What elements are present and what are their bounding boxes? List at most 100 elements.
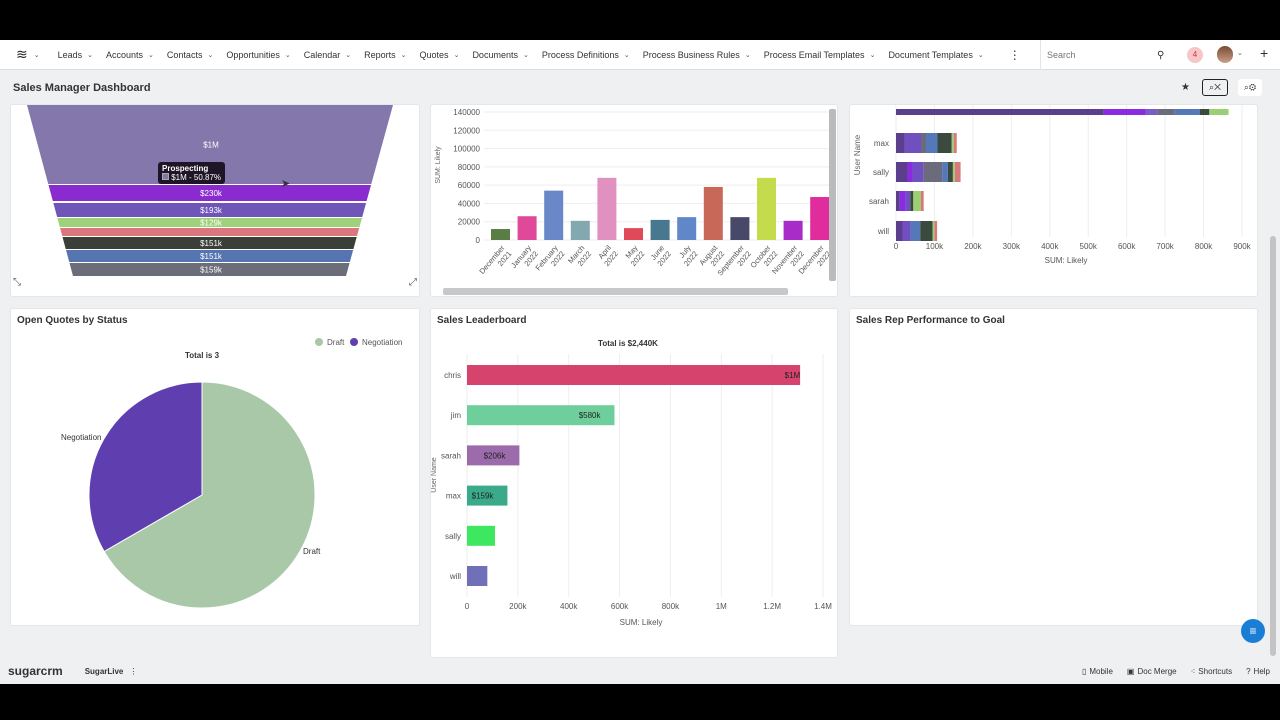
- nav-item-reports[interactable]: Reports ⌄: [364, 50, 406, 60]
- bar: [730, 217, 750, 240]
- y-tick-label: will: [877, 227, 889, 236]
- bar: [467, 445, 520, 466]
- plus-icon[interactable]: +: [1260, 45, 1269, 61]
- search-input[interactable]: [1047, 50, 1157, 60]
- sugar-logo-icon[interactable]: ≋: [16, 46, 28, 62]
- x-tick-label: 400k: [1041, 242, 1059, 251]
- nav-item-calendar[interactable]: Calendar ⌄: [304, 50, 351, 60]
- nav-item-accounts[interactable]: Accounts ⌄: [106, 50, 154, 60]
- mobile-icon: ▯: [1081, 666, 1087, 676]
- x-tick-label: November2022: [770, 243, 806, 281]
- bar: [467, 365, 801, 385]
- x-tick-label: 200k: [509, 602, 527, 611]
- y-tick-label: 60000: [458, 181, 481, 190]
- shortcuts-icon: ⁖: [1190, 666, 1196, 676]
- data-label: $1M: [785, 371, 801, 380]
- y-tick-label: sarah: [869, 197, 889, 206]
- bar-segment: [951, 133, 954, 153]
- avatar[interactable]: [1217, 46, 1233, 63]
- monthly-likely-dashlet: 0 20000 40000 60000 80000 100000 120000 140000 S…: [430, 104, 838, 297]
- bar: [703, 186, 723, 240]
- expand-icon[interactable]: ⤢: [409, 277, 417, 288]
- bar: [783, 220, 803, 240]
- page-title: Sales Manager Dashboard: [13, 82, 151, 94]
- doc-merge-label: Doc Merge: [1137, 666, 1177, 676]
- search-settings-button[interactable]: ⌕⚙: [1238, 79, 1262, 96]
- clear-search-button[interactable]: ⌕✕: [1202, 79, 1228, 96]
- sugarcrm-logo[interactable]: sugarcrm: [8, 664, 63, 678]
- bar-segment: [934, 221, 938, 241]
- notification-badge[interactable]: 4: [1187, 47, 1203, 63]
- funnel-label: $193k: [200, 206, 223, 215]
- shortcuts-label: Shortcuts: [1198, 666, 1233, 676]
- bar: [757, 177, 776, 240]
- help-link[interactable]: ? Help: [1246, 667, 1270, 676]
- funnel-segment: [57, 218, 362, 227]
- nav-item-quotes[interactable]: Quotes ⌄: [420, 50, 460, 60]
- x-tick-label: 700k: [1156, 242, 1174, 251]
- bar-segment: [942, 162, 948, 182]
- pie-chart: Total is 3 Draft Negotiation Draft Negotiati…: [61, 338, 402, 609]
- y-tick-label: 0: [476, 236, 481, 245]
- funnel-segment: [69, 263, 350, 276]
- horizontal-scrollbar[interactable]: [443, 288, 788, 295]
- bar: [624, 228, 643, 240]
- x-axis-label: SUM: Likely: [1045, 256, 1088, 265]
- cursor-icon: ➤: [281, 178, 291, 190]
- funnel-label: $159k: [200, 266, 223, 275]
- sugarlive-fab[interactable]: ≡: [1241, 619, 1265, 643]
- nav-label: Process Definitions: [541, 49, 619, 60]
- open-quotes-dashlet: Open Quotes by Status Total is 3 Draft Neg…: [10, 308, 420, 626]
- more-menu-icon[interactable]: ⋮: [1008, 47, 1021, 62]
- funnel-label: $151k: [200, 239, 223, 248]
- chart-title: Total is 3: [185, 351, 220, 360]
- nav-item-contacts[interactable]: Contacts ⌄: [167, 50, 213, 60]
- nav-item-document-templates[interactable]: Document Templates ⌄: [888, 50, 983, 60]
- funnel-label: $1M: [203, 141, 219, 150]
- legend-label: Draft: [327, 338, 345, 347]
- y-tick-label: 40000: [458, 199, 481, 208]
- bar-segment: [913, 191, 921, 211]
- bar-segment: [1209, 109, 1229, 115]
- nav-item-leads[interactable]: Leads ⌄: [58, 50, 93, 60]
- nav-item-process-email-templates[interactable]: Process Email Templates ⌄: [764, 50, 876, 60]
- nav-item-documents[interactable]: Documents ⌄: [472, 50, 528, 60]
- vertical-scrollbar[interactable]: [829, 109, 836, 281]
- star-icon[interactable]: ★: [1181, 82, 1190, 93]
- dashlet-title: Sales Leaderboard: [437, 315, 527, 326]
- more-icon[interactable]: ⋮: [129, 666, 138, 676]
- nav-item-process-business-rules[interactable]: Process Business Rules ⌄: [643, 50, 751, 60]
- slice-label: Negotiation: [61, 433, 101, 442]
- bar-segment: [904, 133, 921, 153]
- sugarlive-button[interactable]: SugarLive: [84, 666, 124, 676]
- x-tick-label: 500k: [1080, 242, 1098, 251]
- doc-merge-link[interactable]: ▣ Doc Merge: [1127, 667, 1177, 676]
- y-tick-label: chris: [444, 371, 461, 380]
- chevron-down-icon: ⌄: [345, 51, 352, 59]
- chevron-down-icon[interactable]: ⌄: [33, 51, 40, 59]
- bar: [491, 229, 510, 240]
- x-tick-label: 0: [465, 602, 470, 611]
- x-tick-label: April2022: [595, 243, 620, 268]
- collapse-icon[interactable]: ⤡: [13, 277, 21, 288]
- bar-segment: [910, 191, 914, 211]
- funnel-dashlet: $1M $230k $193k $129k $151k $151k $159k Prospe…: [10, 104, 420, 297]
- chevron-down-icon: ⌄: [400, 51, 407, 59]
- x-tick-label: 800k: [662, 602, 680, 611]
- mobile-link[interactable]: ▯ Mobile: [1082, 667, 1113, 676]
- y-tick-label: max: [446, 492, 461, 501]
- nav-label: Process Email Templates: [763, 49, 865, 60]
- page-scrollbar[interactable]: [1270, 236, 1276, 656]
- funnel-label: $129k: [200, 219, 223, 228]
- bar-segment: [925, 133, 938, 153]
- dashlet-title: Sales Rep Performance to Goal: [856, 315, 1005, 326]
- bar-segment: [1145, 109, 1158, 115]
- bar-segment: [920, 191, 924, 211]
- bar: [467, 566, 488, 586]
- nav-item-opportunities[interactable]: Opportunities ⌄: [226, 50, 290, 60]
- chevron-down-icon[interactable]: ⌄: [1237, 50, 1243, 57]
- search-icon[interactable]: ⚲: [1157, 49, 1165, 61]
- nav-label: Calendar: [303, 49, 341, 60]
- nav-item-process-definitions[interactable]: Process Definitions ⌄: [542, 50, 630, 60]
- shortcuts-link[interactable]: ⁖ Shortcuts: [1191, 667, 1232, 676]
